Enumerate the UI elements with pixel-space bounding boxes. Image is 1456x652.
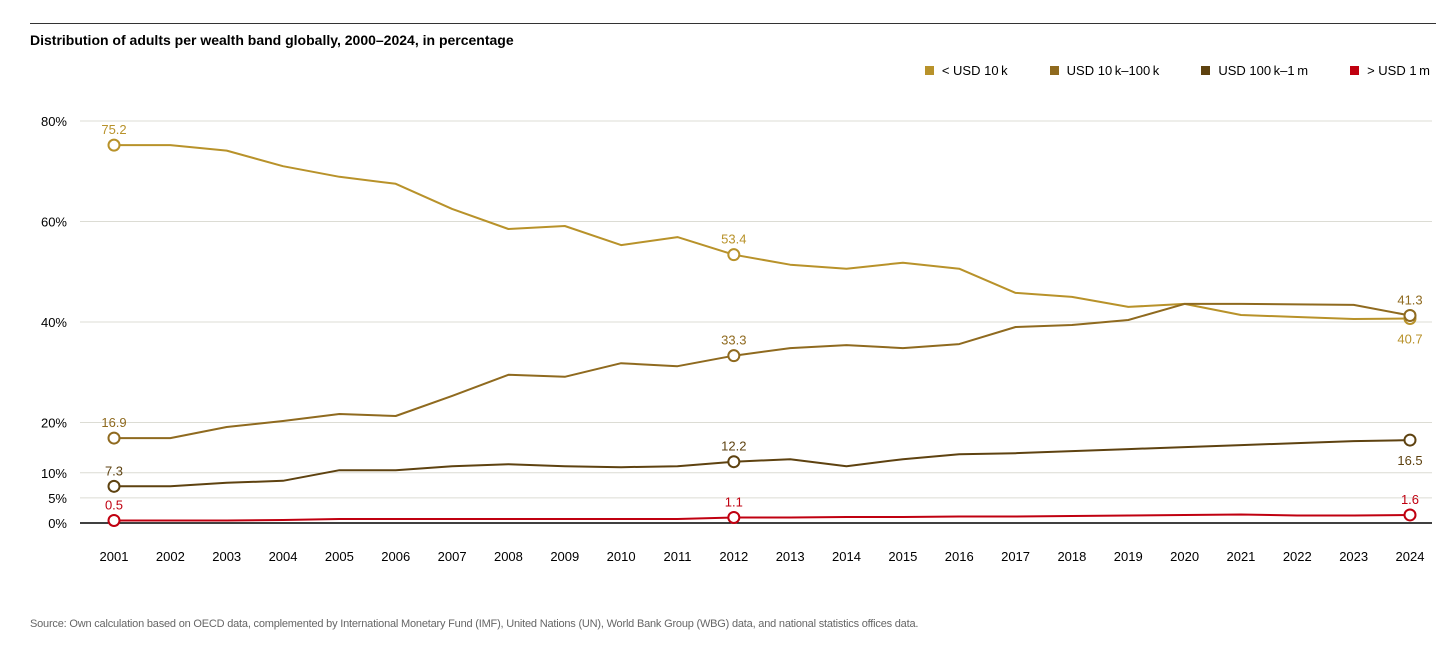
x-tick-label: 2019 xyxy=(1114,549,1143,564)
data-label: 75.2 xyxy=(101,122,126,137)
data-point-marker xyxy=(727,349,741,363)
data-label: 40.7 xyxy=(1397,331,1422,346)
x-tick-label: 2014 xyxy=(832,549,861,564)
x-tick-label: 2023 xyxy=(1339,549,1368,564)
legend-swatch xyxy=(1201,66,1211,75)
x-tick-label: 2018 xyxy=(1057,549,1086,564)
data-point-marker xyxy=(727,455,741,469)
y-tick-label: 80% xyxy=(41,114,67,129)
x-tick-label: 2005 xyxy=(325,549,354,564)
data-point-marker xyxy=(107,431,121,445)
x-tick-label: 2009 xyxy=(550,549,579,564)
data-point-marker xyxy=(1403,508,1417,522)
data-label: 1.1 xyxy=(725,494,743,509)
chart-title: Distribution of adults per wealth band g… xyxy=(30,32,514,48)
x-tick-label: 2016 xyxy=(945,549,974,564)
data-label: 16.9 xyxy=(101,415,126,430)
legend-item-over-1m: > USD 1 m xyxy=(1350,63,1430,78)
data-point-marker xyxy=(1403,308,1417,322)
series-line-3 xyxy=(114,513,1411,522)
legend-swatch xyxy=(1350,66,1360,75)
data-point-marker xyxy=(727,248,741,262)
x-tick-label: 2020 xyxy=(1170,549,1199,564)
y-tick-label: 60% xyxy=(41,215,67,230)
x-tick-label: 2001 xyxy=(100,549,129,564)
data-point-marker xyxy=(107,479,121,493)
legend-swatch xyxy=(1049,66,1059,75)
x-tick-label: 2006 xyxy=(381,549,410,564)
y-tick-label: 40% xyxy=(41,315,67,330)
data-label: 1.6 xyxy=(1401,492,1419,507)
x-tick-label: 2024 xyxy=(1396,549,1425,564)
series-line-1 xyxy=(114,302,1411,440)
data-point-marker xyxy=(727,510,741,524)
y-tick-label: 0% xyxy=(48,516,67,531)
x-tick-label: 2004 xyxy=(269,549,298,564)
y-tick-label: 5% xyxy=(48,491,67,506)
x-tick-label: 2011 xyxy=(663,549,691,564)
data-label: 41.3 xyxy=(1397,292,1422,307)
y-tick-label: 10% xyxy=(41,466,67,481)
legend-item-10k-100k: USD 10 k–100 k xyxy=(1049,63,1160,78)
data-point-marker xyxy=(1403,433,1417,447)
series-line-0 xyxy=(114,144,1411,320)
x-tick-label: 2002 xyxy=(156,549,185,564)
x-tick-label: 2021 xyxy=(1226,549,1255,564)
x-tick-label: 2012 xyxy=(719,549,748,564)
x-tick-label: 2010 xyxy=(607,549,636,564)
legend-label: USD 100 k–1 m xyxy=(1218,63,1309,78)
top-rule xyxy=(30,23,1436,24)
x-tick-label: 2007 xyxy=(438,549,467,564)
legend: < USD 10 k USD 10 k–100 k USD 100 k–1 m … xyxy=(924,63,1430,78)
x-tick-label: 2013 xyxy=(776,549,805,564)
x-tick-label: 2015 xyxy=(888,549,917,564)
legend-swatch xyxy=(924,66,934,75)
data-label: 12.2 xyxy=(721,439,746,454)
legend-label: USD 10 k–100 k xyxy=(1066,63,1160,78)
data-label: 16.5 xyxy=(1397,453,1422,468)
x-tick-label: 2022 xyxy=(1283,549,1312,564)
legend-item-100k-1m: USD 100 k–1 m xyxy=(1201,63,1308,78)
x-tick-label: 2017 xyxy=(1001,549,1030,564)
source-note: Source: Own calculation based on OECD da… xyxy=(30,618,919,630)
y-tick-label: 20% xyxy=(41,416,67,431)
data-point-marker xyxy=(107,138,121,152)
data-label: 53.4 xyxy=(721,232,746,247)
data-label: 7.3 xyxy=(105,463,123,478)
series-line-2 xyxy=(114,439,1411,488)
data-label: 0.5 xyxy=(105,497,123,512)
legend-label: > USD 1 m xyxy=(1367,63,1430,78)
x-tick-label: 2008 xyxy=(494,549,523,564)
legend-label: < USD 10 k xyxy=(941,63,1008,78)
x-tick-label: 2003 xyxy=(212,549,241,564)
legend-item-under-10k: < USD 10 k xyxy=(924,63,1008,78)
data-point-marker xyxy=(107,513,121,527)
data-label: 33.3 xyxy=(721,333,746,348)
